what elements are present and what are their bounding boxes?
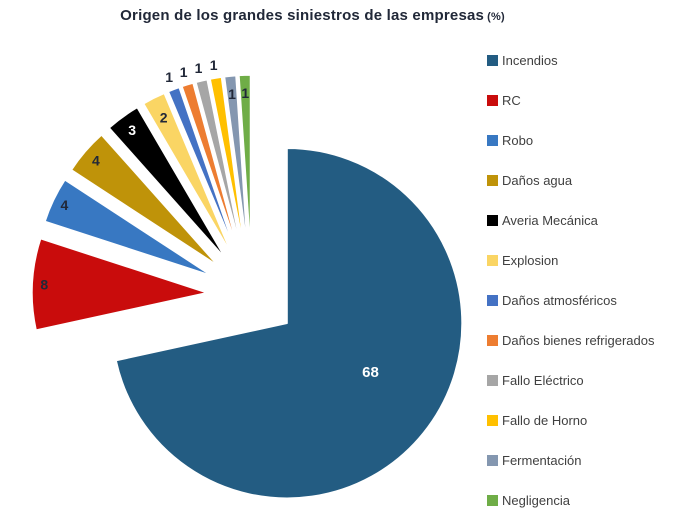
legend-item-averia-mecanica: Averia Mecánica xyxy=(487,200,677,240)
pie-slice-fermentacion xyxy=(223,74,249,251)
pie-value-label-averia-mecanica: 3 xyxy=(128,122,136,138)
legend-label-fermentacion: Fermentación xyxy=(502,452,582,468)
pie-value-label-fallo-electrico: 1 xyxy=(195,60,203,76)
pie-value-label-explosion: 2 xyxy=(160,110,168,126)
legend-swatch-danos-atmosfericos xyxy=(487,294,498,306)
pie-slice-incendios xyxy=(115,147,463,499)
legend-label-negligencia: Negligencia xyxy=(502,492,570,508)
pie-value-label-danos-atmosfericos: 1 xyxy=(165,69,173,85)
legend-swatch-explosion xyxy=(487,254,498,266)
pie-slice-negligencia xyxy=(238,74,252,251)
chart-legend: Incendios RC Robo Daños agua Averia Mecánica… xyxy=(487,40,677,520)
legend-swatch-robo xyxy=(487,134,498,146)
legend-label-fallo-de-horno: Fallo de Horno xyxy=(502,412,588,428)
pie-value-label-robo: 4 xyxy=(61,197,69,213)
chart-title-text: Origen de los grandes siniestros de las … xyxy=(120,7,485,24)
legend-item-danos-agua: Daños agua xyxy=(487,160,677,200)
legend-swatch-fermentacion xyxy=(487,454,498,466)
legend-item-negligencia: Negligencia xyxy=(487,480,677,520)
pie-value-label-danos-agua: 4 xyxy=(92,153,100,169)
pie-slice-danos-agua xyxy=(70,134,219,267)
legend-label-danos-agua: Daños agua xyxy=(502,172,573,188)
legend-swatch-danos-bienes-refrigerados xyxy=(487,334,498,346)
pie-slice-explosion xyxy=(142,92,233,256)
pie-value-label-fermentacion: 1 xyxy=(228,86,236,102)
legend-item-incendios: Incendios xyxy=(487,40,677,80)
pie-slice-danos-bienes-refrigerados xyxy=(181,82,240,253)
legend-label-averia-mecanica: Averia Mecánica xyxy=(502,212,598,228)
legend-swatch-incendios xyxy=(487,54,498,66)
legend-swatch-danos-agua xyxy=(487,174,498,186)
pie-slice-robo xyxy=(44,179,213,277)
pie-slice-fallo-de-horno xyxy=(209,76,246,252)
legend-item-fermentacion: Fermentación xyxy=(487,440,677,480)
legend-item-danos-bienes-refrigerados: Daños bienes refrigerados xyxy=(487,320,677,360)
legend-item-fallo-de-horno: Fallo de Horno xyxy=(487,400,677,440)
pie-value-label-rc: 8 xyxy=(40,277,48,293)
pie-slice-averia-mecanica xyxy=(108,106,227,260)
pie-value-label-danos-bienes-refrigerados: 1 xyxy=(180,64,188,80)
pie-value-label-fallo-de-horno: 1 xyxy=(210,57,218,73)
legend-item-fallo-electrico: Fallo Eléctrico xyxy=(487,360,677,400)
legend-label-danos-bienes-refrigerados: Daños bienes refrigerados xyxy=(502,332,655,348)
legend-item-danos-atmosfericos: Daños atmosféricos xyxy=(487,280,677,320)
legend-label-rc: RC xyxy=(502,92,521,108)
legend-swatch-fallo-electrico xyxy=(487,374,498,386)
pie-slice-danos-atmosfericos xyxy=(167,86,237,254)
chart-title: Origen de los grandes siniestros de las … xyxy=(0,7,625,24)
legend-label-robo: Robo xyxy=(502,132,534,148)
legend-swatch-rc xyxy=(487,94,498,106)
legend-item-robo: Robo xyxy=(487,120,677,160)
legend-label-danos-atmosfericos: Daños atmosféricos xyxy=(502,292,617,308)
legend-label-incendios: Incendios xyxy=(502,52,558,68)
legend-swatch-negligencia xyxy=(487,494,498,506)
pie-slice-rc xyxy=(31,237,208,331)
legend-swatch-averia-mecanica xyxy=(487,214,498,226)
pie-value-label-incendios: 68 xyxy=(362,364,379,381)
chart-title-percent-suffix: (%) xyxy=(487,11,505,23)
legend-swatch-fallo-de-horno xyxy=(487,414,498,426)
legend-label-fallo-electrico: Fallo Eléctrico xyxy=(502,372,584,388)
pie-value-label-negligencia: 1 xyxy=(241,85,249,101)
pie-slice-fallo-electrico xyxy=(195,78,243,252)
legend-item-rc: RC xyxy=(487,80,677,120)
legend-label-explosion: Explosion xyxy=(502,252,559,268)
legend-item-explosion: Explosion xyxy=(487,240,677,280)
